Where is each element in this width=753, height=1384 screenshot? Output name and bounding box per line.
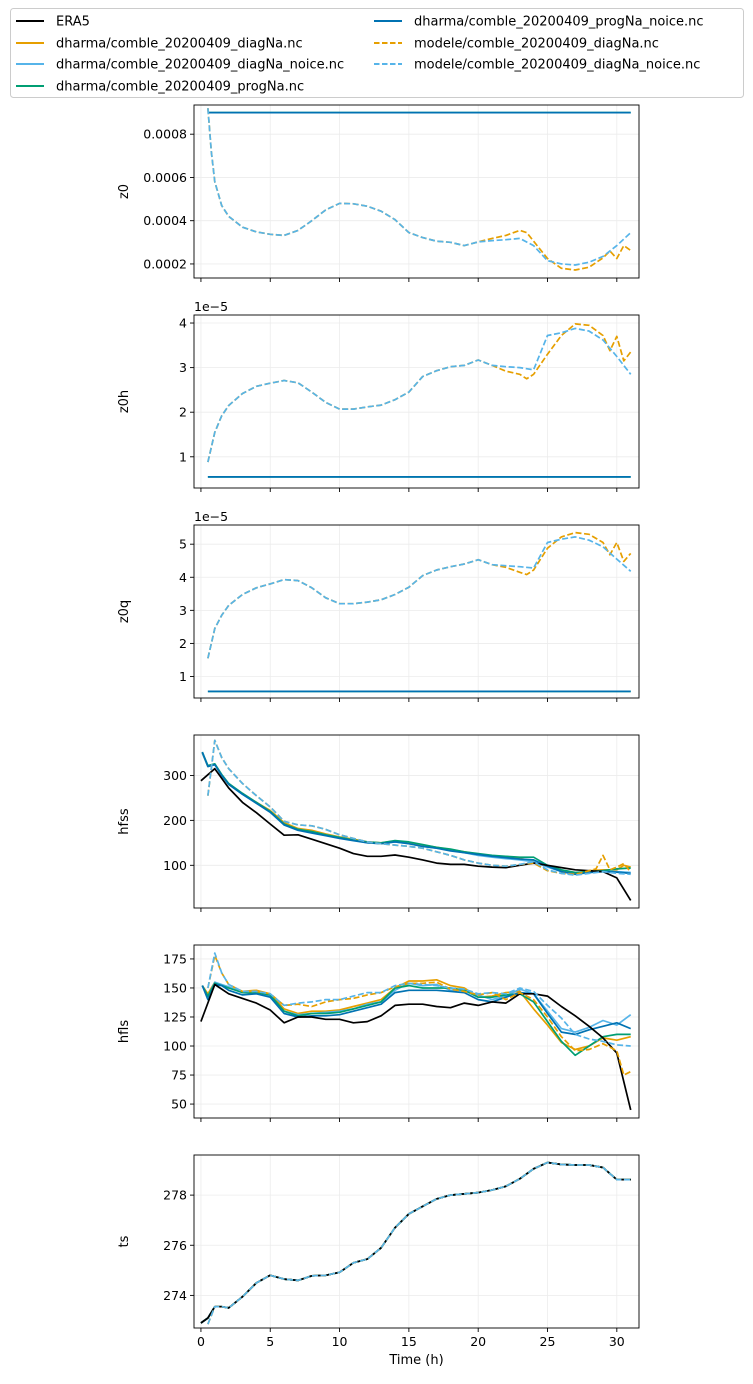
legend-label-dharma_diagNa_noice: dharma/comble_20200409_diagNa_noice.nc	[56, 58, 344, 73]
xtick-label: 15	[401, 1334, 417, 1349]
subplots: 0.0002 0.0004 0.0006 0.0008 z0 1 2 3 4 z0h 1e−5 1 2 3…	[117, 104, 640, 1368]
ylabel-z0q: z0q	[117, 600, 132, 623]
plot-area-hfss	[194, 735, 639, 908]
series-line-hfls-ERA5	[200, 983, 632, 1111]
subplot-hfss: 100 200 300 hfss	[117, 734, 640, 912]
ytick-label-z0q: 2	[179, 636, 187, 651]
subplot-ts: 274 276 278 0 5 10 15 20 25 30 ts Time (h)	[117, 1154, 640, 1368]
ytick-label-hfls: 50	[171, 1097, 187, 1112]
gridlines-hfss	[194, 735, 639, 908]
ytick-label-z0h: 1	[179, 449, 187, 464]
ytick-label-z0q: 5	[179, 537, 187, 552]
series-group-z0q	[207, 531, 632, 693]
legend-label-dharma_diagNa: dharma/comble_20200409_diagNa.nc	[56, 37, 303, 52]
ytick-label-ts: 276	[163, 1238, 187, 1253]
xtick-label: 0	[197, 1334, 205, 1349]
offset-label-z0q: 1e−5	[194, 509, 228, 524]
ytick-label-hfss: 200	[163, 813, 187, 828]
ytick-label-ts: 274	[163, 1288, 187, 1303]
ylabel-hfss: hfss	[117, 808, 132, 835]
ytick-label-z0h: 3	[179, 360, 187, 375]
ytick-label-hfls: 125	[163, 1009, 187, 1024]
xtick-label: 30	[609, 1334, 625, 1349]
xtick-label: 5	[266, 1334, 274, 1349]
ylabel-ts: ts	[117, 1235, 132, 1247]
series-group-z0	[207, 108, 632, 271]
legend-label-modele_diagNa_noice: modele/comble_20200409_diagNa_noice.nc	[414, 58, 700, 73]
gridlines-z0q	[194, 525, 639, 698]
series-group-hfss	[200, 739, 632, 901]
axes-frame-ts	[193, 1154, 640, 1329]
ytick-label-ts: 278	[163, 1188, 187, 1203]
axes-frame-z0h	[193, 314, 640, 489]
plot-area-z0h	[194, 315, 639, 488]
subplot-hfls: 50 75 100 125 150 175 hfls	[117, 944, 640, 1122]
gridlines-z0	[194, 105, 639, 278]
plot-area-hfls	[194, 945, 639, 1118]
axes-frame-z0q	[193, 524, 640, 699]
ylabel-z0: z0	[117, 184, 132, 199]
subplot-z0q: 1 2 3 4 5 z0q 1e−5	[117, 509, 640, 702]
series-group-hfls	[200, 952, 632, 1111]
ytick-label-z0: 0.0002	[143, 256, 187, 271]
series-line-hfss-dharma_progNa_noice	[201, 751, 631, 876]
subplot-z0: 0.0002 0.0004 0.0006 0.0008 z0	[117, 104, 640, 282]
series-group-z0h	[207, 323, 632, 478]
ytick-label-z0: 0.0004	[143, 213, 187, 228]
ytick-label-hfls: 150	[163, 980, 187, 995]
ytick-label-hfls: 75	[171, 1068, 187, 1083]
legend-label-dharma_progNa_noice: dharma/comble_20200409_progNa_noice.nc	[414, 15, 704, 30]
ytick-label-hfss: 300	[163, 768, 187, 783]
series-line-z0h-modele_diagNa_noice	[207, 327, 632, 463]
series-line-z0q-modele_diagNa_noice	[207, 536, 632, 659]
legend-label-dharma_progNa: dharma/comble_20200409_progNa.nc	[56, 80, 304, 95]
legend: ERA5dharma/comble_20200409_diagNa.ncdhar…	[10, 8, 744, 98]
ytick-label-z0: 0.0006	[143, 170, 187, 185]
xtick-label: 25	[540, 1334, 556, 1349]
plot-area-ts	[194, 1155, 639, 1328]
subplot-z0h: 1 2 3 4 z0h 1e−5	[117, 299, 640, 492]
gridlines-z0h	[194, 315, 639, 488]
xtick-label: 10	[332, 1334, 348, 1349]
ytick-label-hfss: 100	[163, 858, 187, 873]
series-line-hfls-dharma_progNa	[201, 982, 631, 1057]
series-line-hfls-modele_diagNa	[207, 954, 632, 1076]
ylabel-z0h: z0h	[117, 390, 132, 413]
ytick-label-z0q: 4	[179, 570, 187, 585]
series-line-hfls-dharma_progNa_noice	[201, 983, 632, 1036]
xlabel: Time (h)	[388, 1353, 443, 1368]
series-line-z0-modele_diagNa_noice	[207, 108, 632, 266]
gridlines-hfls	[194, 945, 639, 1118]
ytick-label-hfls: 175	[163, 951, 187, 966]
axes-frame-hfss	[193, 734, 640, 909]
xtick-label: 20	[470, 1334, 486, 1349]
ylabel-hfls: hfls	[117, 1020, 132, 1043]
legend-frame	[10, 8, 744, 98]
ytick-label-z0h: 4	[179, 316, 187, 331]
series-line-hfss-ERA5	[200, 767, 632, 901]
axes-frame-z0	[193, 104, 640, 279]
ytick-label-z0q: 1	[179, 669, 187, 684]
series-line-hfls-modele_diagNa_noice	[207, 952, 631, 1047]
series-line-hfss-modele_diagNa_noice	[207, 739, 631, 877]
plot-area-z0	[194, 105, 639, 278]
series-line-ts-modele_diagNa_noice	[207, 1161, 631, 1325]
ytick-label-z0q: 3	[179, 603, 187, 618]
axes-frame-hfls	[193, 944, 640, 1119]
plot-area-z0q	[194, 525, 639, 698]
ytick-label-hfls: 100	[163, 1039, 187, 1054]
ytick-label-z0: 0.0008	[143, 127, 187, 142]
series-group-ts	[200, 1161, 631, 1325]
offset-label-z0h: 1e−5	[194, 299, 228, 314]
ytick-label-z0h: 2	[179, 405, 187, 420]
gridlines-ts	[194, 1155, 639, 1328]
legend-label-modele_diagNa: modele/comble_20200409_diagNa.nc	[414, 37, 659, 52]
legend-label-ERA5: ERA5	[56, 15, 90, 30]
